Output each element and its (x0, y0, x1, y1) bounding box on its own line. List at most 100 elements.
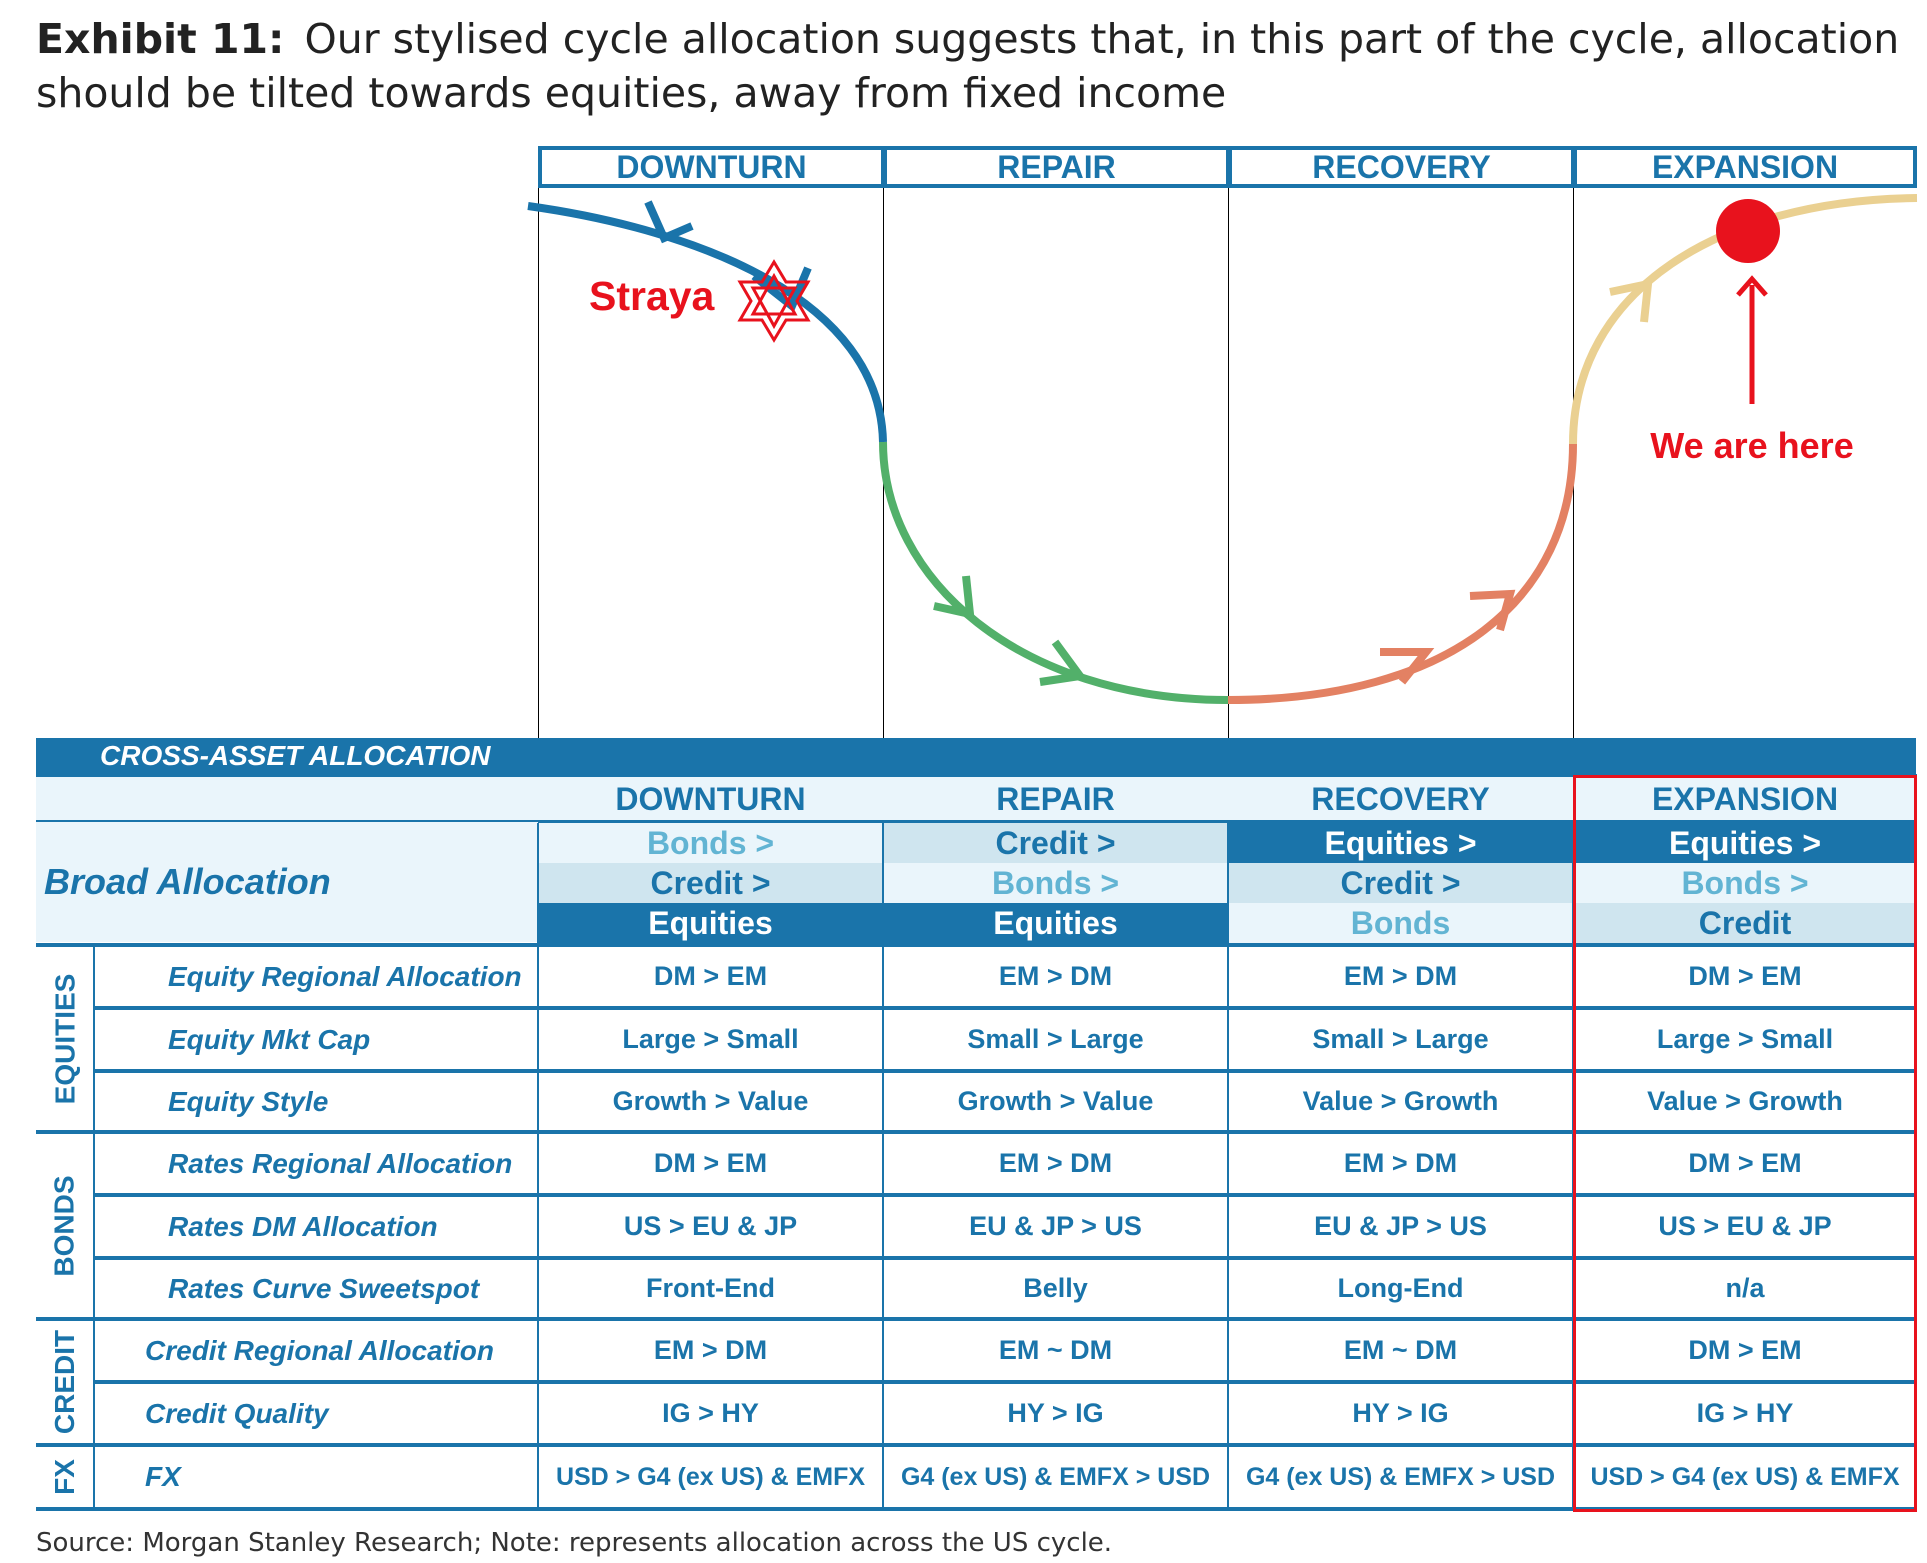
we-are-here-label: We are here (1650, 425, 1853, 466)
broad-allocation-label: Broad Allocation (36, 822, 538, 942)
phase-header-repair: REPAIR (883, 146, 1228, 188)
cell-credit-regional-downturn: EM > DM (653, 1335, 768, 1365)
expansion-highlight-box (1573, 775, 1917, 1512)
header-downturn: DOWNTURN (538, 777, 883, 822)
column-separator (882, 823, 884, 1509)
section-bonds: BONDS (36, 1134, 94, 1317)
section-credit: CREDIT (36, 1321, 94, 1443)
exhibit-title: Exhibit 11: Our stylised cycle allocation… (36, 12, 1906, 120)
cell-credit-regional-repair: EM ~ DM (998, 1335, 1113, 1365)
downturn-curve (527, 202, 887, 443)
divider (94, 1193, 1917, 1197)
phase-header-expansion: EXPANSION (1573, 146, 1917, 188)
cell-rates-dm-expansion: US > EU & JP (1658, 1211, 1832, 1241)
recovery-curve (1227, 443, 1577, 704)
row-label-equity-mkt-cap: Equity Mkt Cap (168, 1023, 371, 1055)
row-label-rates-dm: Rates DM Allocation (168, 1210, 438, 1242)
recovery-arrow-1 (1380, 648, 1435, 685)
cell-equity-mkt-cap-recovery: Small > Large (1312, 1024, 1489, 1054)
broad-repair-2: Bonds > (883, 863, 1228, 903)
cell-rates-curve-downturn: Front-End (646, 1273, 775, 1303)
cell-credit-quality-repair: HY > IG (1007, 1398, 1104, 1428)
cell-equity-regional-recovery: EM > DM (1343, 961, 1458, 991)
straya-star-icon (737, 259, 811, 343)
section-divider (36, 1317, 1917, 1321)
exhibit-label: Exhibit 11: (36, 15, 285, 63)
cell-fx-recovery: G4 (ex US) & EMFX > USD (1245, 1462, 1556, 1491)
broad-expansion-3: Credit (1573, 903, 1917, 943)
expansion-arrow (1609, 278, 1653, 323)
section-separator (93, 947, 95, 1509)
phase-header-downturn: DOWNTURN (538, 146, 883, 188)
broad-expansion-2: Bonds > (1573, 863, 1917, 903)
divider (36, 774, 1917, 777)
repair-arrow-1 (933, 575, 975, 620)
row-label-equity-style: Equity Style (168, 1085, 329, 1117)
cell-credit-quality-downturn: IG > HY (662, 1398, 759, 1428)
cell-equity-style-repair: Growth > Value (957, 1086, 1154, 1116)
divider-line (538, 188, 539, 738)
cell-equity-mkt-cap-expansion: Large > Small (1656, 1024, 1834, 1054)
cell-equity-regional-expansion: DM > EM (1688, 961, 1802, 991)
divider (94, 1256, 1917, 1260)
cell-fx-downturn: USD > G4 (ex US) & EMFX (555, 1462, 866, 1491)
cell-rates-regional-downturn: DM > EM (653, 1148, 768, 1178)
broad-downturn-1: Bonds > (538, 823, 883, 863)
column-separator (1227, 823, 1229, 1509)
cell-credit-quality-recovery: HY > IG (1352, 1398, 1449, 1428)
cell-equity-regional-downturn: DM > EM (653, 961, 768, 991)
repair-curve (879, 441, 1229, 704)
divider-line (1228, 188, 1229, 738)
row-label-rates-regional: Rates Regional Allocation (168, 1147, 513, 1179)
divider (94, 1006, 1917, 1010)
cell-credit-regional-expansion: DM > EM (1688, 1335, 1802, 1365)
cell-credit-regional-recovery: EM ~ DM (1343, 1335, 1458, 1365)
cell-rates-regional-expansion: DM > EM (1688, 1148, 1802, 1178)
broad-downturn-3: Equities (538, 903, 883, 943)
cell-equity-style-downturn: Growth > Value (612, 1086, 809, 1116)
section-divider (36, 1130, 1917, 1134)
divider (36, 820, 1917, 823)
cell-rates-curve-recovery: Long-End (1337, 1273, 1464, 1303)
exhibit-text: Our stylised cycle allocation suggests t… (36, 15, 1900, 117)
cell-equity-mkt-cap-repair: Small > Large (967, 1024, 1144, 1054)
cell-rates-regional-recovery: EM > DM (1343, 1148, 1458, 1178)
header-recovery: RECOVERY (1228, 777, 1573, 822)
broad-recovery-2: Credit > (1228, 863, 1573, 903)
header-repair: REPAIR (883, 777, 1228, 822)
cell-rates-dm-recovery: EU & JP > US (1314, 1211, 1487, 1241)
expansion-curve (1569, 194, 1918, 445)
header-blank (36, 777, 538, 822)
cell-fx-expansion: USD > G4 (ex US) & EMFX (1590, 1462, 1900, 1491)
header-expansion: EXPANSION (1573, 777, 1917, 822)
divider (36, 943, 1917, 947)
cell-equity-style-expansion: Value > Growth (1647, 1086, 1843, 1116)
section-equities-label: EQUITIES (49, 973, 81, 1104)
divider (94, 1380, 1917, 1384)
row-label-credit-quality: Credit Quality (145, 1397, 329, 1429)
current-position-marker (1716, 199, 1780, 263)
broad-recovery-3: Bonds (1228, 903, 1573, 943)
repair-arrow-2 (1039, 639, 1088, 686)
broad-recovery-1: Equities > (1228, 823, 1573, 863)
section-fx: FX (36, 1447, 94, 1507)
section-credit-label: CREDIT (49, 1329, 81, 1435)
column-separator (537, 823, 539, 1509)
section-equities: EQUITIES (36, 947, 94, 1130)
phase-header-recovery: RECOVERY (1228, 146, 1573, 188)
cell-equity-mkt-cap-downturn: Large > Small (622, 1024, 799, 1054)
section-divider (36, 1443, 1917, 1447)
source-note: Source: Morgan Stanley Research; Note: r… (36, 1528, 1113, 1558)
cell-equity-regional-repair: EM > DM (998, 961, 1113, 991)
divider (94, 1069, 1917, 1073)
table-bottom-border (36, 1507, 1917, 1511)
row-label-rates-curve: Rates Curve Sweetspot (168, 1272, 480, 1304)
broad-downturn-2: Credit > (538, 863, 883, 903)
row-label-credit-regional: Credit Regional Allocation (145, 1334, 494, 1366)
broad-repair-3: Equities (883, 903, 1228, 943)
cell-fx-repair: G4 (ex US) & EMFX > USD (900, 1462, 1211, 1491)
cell-equity-style-recovery: Value > Growth (1302, 1086, 1499, 1116)
straya-label: Straya (589, 273, 716, 319)
star-inner (750, 286, 798, 330)
broad-repair-1: Credit > (883, 823, 1228, 863)
